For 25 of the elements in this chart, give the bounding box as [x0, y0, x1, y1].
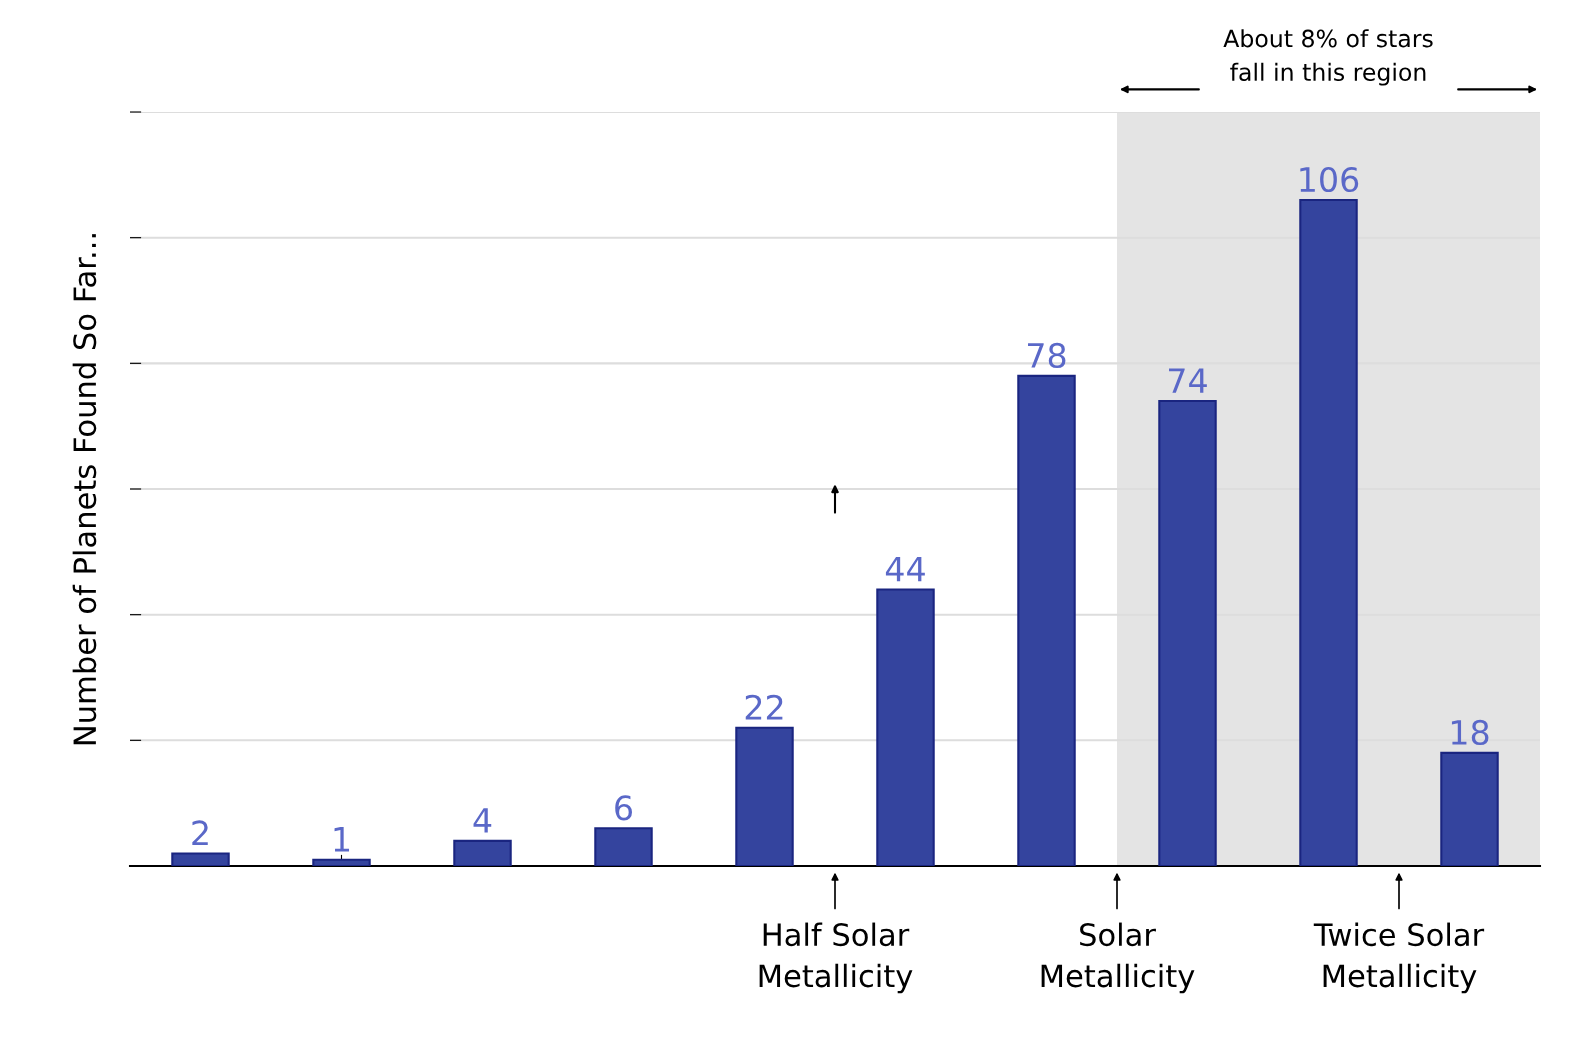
text: About 8% of stars fall in this region [1223, 29, 1433, 86]
bar [735, 726, 794, 866]
data-label: 44 [885, 556, 925, 582]
bar [171, 852, 230, 866]
bar [1299, 198, 1358, 866]
text: Twice Solar Metallicity [1313, 922, 1485, 994]
data-label: 4 [473, 808, 492, 833]
data-label: 22 [745, 694, 783, 720]
data-label: 18 [1451, 719, 1489, 746]
data-label: 106 [1300, 166, 1359, 193]
data-label: 6 [615, 795, 633, 821]
bar [1017, 374, 1076, 866]
text: Solar Metallicity [1041, 922, 1195, 994]
bar [594, 827, 653, 866]
text: Half Solar Metallicity [759, 922, 913, 994]
data-label: 74 [1169, 368, 1207, 393]
data-label: 78 [1028, 342, 1066, 369]
bar [1158, 399, 1217, 866]
y-axis-title: Number of Planets Found So Far... [72, 234, 97, 745]
data-label: 2 [192, 820, 208, 846]
bar [1440, 751, 1499, 866]
bar [453, 839, 512, 866]
bar [876, 588, 935, 866]
bar [312, 858, 371, 866]
data-label: 1 [334, 827, 350, 852]
